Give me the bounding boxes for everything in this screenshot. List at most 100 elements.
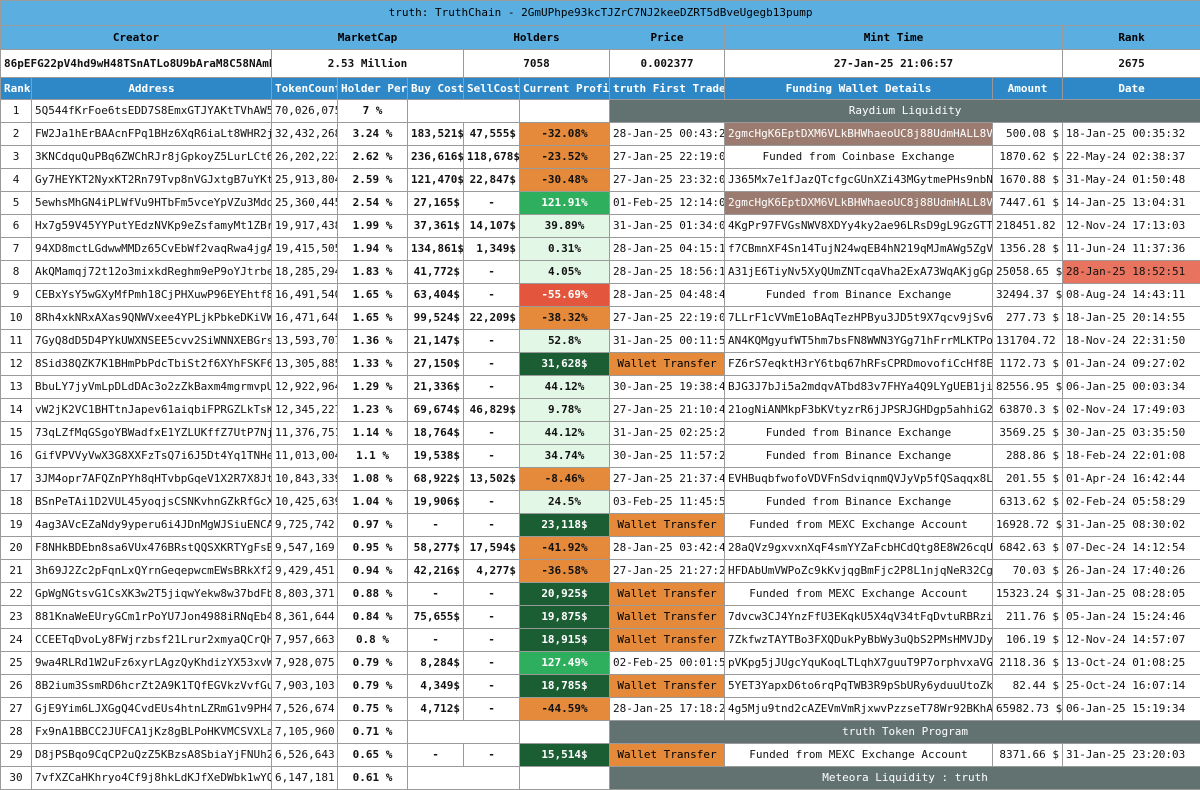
rank-cell: 24: [1, 629, 32, 652]
col-first-trade[interactable]: truth First Trade: [610, 78, 725, 100]
token-count-cell: 9,429,451: [272, 560, 338, 583]
address-cell[interactable]: GifVPVVyVwX3G8XXFzTsQ7i6J5Dt4Yq1TNHec8XL…: [32, 445, 272, 468]
address-cell[interactable]: Hx7g59V45YYPutYEdzNVKp9eZsfamyMt1ZBrTarT…: [32, 215, 272, 238]
col-amount[interactable]: Amount: [993, 78, 1063, 100]
table-row: 33KNCdquQuPBq6ZWChRJr8jGpkoyZ5LurLCt6sNJ…: [1, 146, 1200, 169]
address-cell[interactable]: Gy7HEYKT2NyxKT2Rn79Tvp8nVGJxtgB7uYKtyL3n…: [32, 169, 272, 192]
address-cell[interactable]: 881KnaWeEUryGCm1rPoYU7Jon4988iRNqEb4MRaY…: [32, 606, 272, 629]
col-buy-cost[interactable]: Buy Cost: [408, 78, 464, 100]
address-cell[interactable]: AkQMamqj72t12o3mixkdReghm9eP9oYJtrbevQ1n…: [32, 261, 272, 284]
amount-cell: 277.73 $: [993, 307, 1063, 330]
sell-cost-cell: -: [464, 261, 520, 284]
amount-cell: 16928.72 $: [993, 514, 1063, 537]
address-cell[interactable]: 94XD8mctLGdwwMMDz65CvEbWf2vaqRwa4jgAZTG3…: [32, 238, 272, 261]
holders-value: 7058: [464, 50, 610, 78]
address-cell[interactable]: D8jPSBqo9CqCP2uQzZ5KBzsA8SbiaYjFNUh2ceGo…: [32, 744, 272, 767]
funding-wallet-cell[interactable]: 7ZkfwzTAYTBo3FXQDukPyBbWy3uQbS2PMsHMVJDy…: [725, 629, 993, 652]
table-row: 28Fx9nA1BBCC2JUFCA1jKz8gBLPoHKVMCSVXLaTH…: [1, 721, 1200, 744]
address-cell[interactable]: CCEETqDvoLy8FWjrzbsf21Lrur2xmyaQCrQHJnmj…: [32, 629, 272, 652]
funding-wallet-cell[interactable]: 2gmcHgK6EptDXM6VLkBHWhaeoUC8j88UdmHALL8V…: [725, 192, 993, 215]
address-cell[interactable]: CEBxYsY5wGXyMfPmh18CjPHXuwP96EYEhtf86nek…: [32, 284, 272, 307]
date-cell: 11-Jun-24 11:37:36: [1063, 238, 1200, 261]
funding-wallet-cell[interactable]: BJG3J7bJi5a2mdqvATbd83v7FHYa4Q9LYgUEB1ji…: [725, 376, 993, 399]
col-date[interactable]: Date: [1063, 78, 1200, 100]
address-cell[interactable]: 3KNCdquQuPBq6ZWChRJr8jGpkoyZ5LurLCt6sNJ3…: [32, 146, 272, 169]
current-profit-cell: 23,118$: [520, 514, 610, 537]
date-cell: 28-Jan-25 18:52:51: [1063, 261, 1200, 284]
address-cell[interactable]: 5ewhsMhGN4iPLWfVu9HTbFm5vceYpVZu3MdqcLtc…: [32, 192, 272, 215]
rank-cell: 17: [1, 468, 32, 491]
address-cell[interactable]: FW2Ja1hErBAAcnFPq1BHz6XqR6iaLt8WHR2jGtRH…: [32, 123, 272, 146]
address-cell[interactable]: 5Q544fKrFoe6tsEDD7S8EmxGTJYAKtTVhAW5Q5pg…: [32, 100, 272, 123]
col-funding-wallet[interactable]: Funding Wallet Details: [725, 78, 993, 100]
address-cell[interactable]: 8Rh4xkNRxAXas9QNWVxee4YPLjkPbkeDKiVWozxz…: [32, 307, 272, 330]
first-trade-cell: Wallet Transfer: [610, 629, 725, 652]
address-cell[interactable]: Fx9nA1BBCC2JUFCA1jKz8gBLPoHKVMCSVXLaTHGi…: [32, 721, 272, 744]
table-row: 173JM4opr7AFQZnPYh8qHTvbpGqeV1X2R7X8JtKC…: [1, 468, 1200, 491]
funding-wallet-cell[interactable]: 2gmcHgK6EptDXM6VLkBHWhaeoUC8j88UdmHALL8V…: [725, 123, 993, 146]
funding-wallet-cell[interactable]: f7CBmnXF4Sn14TujN24wqEB4hN219qMJmAWg5ZgV…: [725, 238, 993, 261]
creator-value[interactable]: 86pEFG22pV4hd9wH48TSnATLo8U9bAraM8C58NAm…: [1, 50, 272, 78]
address-cell[interactable]: BSnPeTAi1D2VUL45yoqjsCSNKvhnGZkRfGcXvMEU…: [32, 491, 272, 514]
rank-cell: 25: [1, 652, 32, 675]
col-holder-perc[interactable]: Holder Perc: [338, 78, 408, 100]
funding-wallet-cell[interactable]: 7dvcw3CJ4YnzFfU3EKqkU5X4qV34tFqDvtuRBRzi…: [725, 606, 993, 629]
sell-cost-cell: 13,502$: [464, 468, 520, 491]
token-count-cell: 12,922,964: [272, 376, 338, 399]
funding-wallet-cell[interactable]: pVKpg5jJUgcYquKoqLTLqhX7guuT9P7orphvxaVG…: [725, 652, 993, 675]
amount-cell: 70.03 $: [993, 560, 1063, 583]
address-cell[interactable]: F8NHkBDEbn8sa6VUx476BRstQQSXKRTYgFsB2fCV…: [32, 537, 272, 560]
funding-wallet-cell[interactable]: 4KgPr97FVGsNWV8XDYy4ky2ae96LRsD9gL9GzGTT…: [725, 215, 993, 238]
address-cell[interactable]: 7vfXZCaHKhryo4Cf9j8hkLdKJfXeDWbk1wYQY36W…: [32, 767, 272, 790]
rank-cell: 29: [1, 744, 32, 767]
first-trade-cell: 28-Jan-25 03:42:46: [610, 537, 725, 560]
rank-cell: 2: [1, 123, 32, 146]
funding-wallet-cell[interactable]: A31jE6TiyNv5XyQUmZNTcqaVha2ExA73WqAKjgGp…: [725, 261, 993, 284]
holder-perc-cell: 0.97 %: [338, 514, 408, 537]
funding-wallet-cell[interactable]: J365Mx7e1fJazQTcfgcGUnXZi43MGytmePHs9nbN…: [725, 169, 993, 192]
buy-cost-cell: 4,349$: [408, 675, 464, 698]
address-cell[interactable]: vW2jK2VC1BHTtnJapev61aiqbiFPRGZLkTsKsN6A…: [32, 399, 272, 422]
table-row: 307vfXZCaHKhryo4Cf9j8hkLdKJfXeDWbk1wYQY3…: [1, 767, 1200, 790]
funding-wallet-cell[interactable]: 7LLrF1cVVmE1oBAqTezHPByu3JD5t9X7qcv9jSv6…: [725, 307, 993, 330]
col-address[interactable]: Address: [32, 78, 272, 100]
col-sell-cost[interactable]: SellCost: [464, 78, 520, 100]
current-profit-cell: 121.91%: [520, 192, 610, 215]
address-cell[interactable]: GpWgNGtsvG1CsXK3w2T5jiqwYekw8w37bdFbhyPg…: [32, 583, 272, 606]
table-row: 55ewhsMhGN4iPLWfVu9HTbFm5vceYpVZu3MdqcLt…: [1, 192, 1200, 215]
rank-header: Rank: [1063, 26, 1200, 50]
funding-wallet-cell[interactable]: FZ6rS7eqktH3rY6tbq67hRFsCPRDmovofiCcHf8E…: [725, 353, 993, 376]
holder-perc-cell: 0.65 %: [338, 744, 408, 767]
address-cell[interactable]: 7GyQ8dD5D4PYkUWXNSEE5cvv2SiWNNXEBGrsmxH4…: [32, 330, 272, 353]
address-cell[interactable]: 8B2ium3SsmRD6hcrZt2A9K1TQfEGVkzVvfGufg9G…: [32, 675, 272, 698]
first-trade-cell: 01-Feb-25 12:14:05: [610, 192, 725, 215]
funding-wallet-cell[interactable]: HFDAbUmVWPoZc9kKvjqgBmFjc2P8L1njqNeR32Cg…: [725, 560, 993, 583]
address-cell[interactable]: 8Sid38QZK7K1BHmPbPdcTbiSt2f6XYhFSKF6EPUg…: [32, 353, 272, 376]
rank-cell: 5: [1, 192, 32, 215]
empty-cell: [408, 100, 520, 123]
address-cell[interactable]: BbuLY7jyVmLpDLdDAc3o2zZkBaxm4mgrmvpUV9XE…: [32, 376, 272, 399]
address-cell[interactable]: GjE9Yim6LJXGgQ4CvdEUs4htnLZRmG1v9PH4oTH3…: [32, 698, 272, 721]
amount-cell: 6313.62 $: [993, 491, 1063, 514]
address-cell[interactable]: 3JM4opr7AFQZnPYh8qHTvbpGqeV1X2R7X8JtKCEX…: [32, 468, 272, 491]
funding-wallet-cell[interactable]: AN4KQMgyufWT5hm7bsFN8WWN3YGg71hFrrMLKTPo…: [725, 330, 993, 353]
sell-cost-cell: -: [464, 284, 520, 307]
funding-wallet-cell[interactable]: 21ogNiANMkpF3bKVtyzrR6jJPSRJGHDgp5ahhiG2…: [725, 399, 993, 422]
sell-cost-cell: -: [464, 652, 520, 675]
marketcap-value: 2.53 Million: [272, 50, 464, 78]
funding-wallet-cell[interactable]: 5YET3YapxD6to6rqPqTWB3R9pSbURy6yduuUtoZk…: [725, 675, 993, 698]
address-cell[interactable]: 73qLZfMqGSgoYBWadfxE1YZLUKffZ7UtP7NjvcWb…: [32, 422, 272, 445]
rank-cell: 3: [1, 146, 32, 169]
token-count-cell: 18,285,294: [272, 261, 338, 284]
col-token-count[interactable]: TokenCount: [272, 78, 338, 100]
col-current-profit[interactable]: Current Profit: [520, 78, 610, 100]
funding-wallet-cell[interactable]: EVHBuqbfwofoVDVFnSdviqnmQVJyVp5fQSaqqx8L…: [725, 468, 993, 491]
token-count-cell: 9,725,742: [272, 514, 338, 537]
address-cell[interactable]: 4ag3AVcEZaNdy9yperu6i4JDnMgWJSiuENCAwCe7…: [32, 514, 272, 537]
amount-cell: 288.86 $: [993, 445, 1063, 468]
address-cell[interactable]: 9wa4RLRd1W2uFz6xyrLAgzQyKhdizYX53xvWJ46G…: [32, 652, 272, 675]
address-cell[interactable]: 3h69J2Zc2pFqnLxQYrnGeqepwcmEWsBRkXf2hEfF…: [32, 560, 272, 583]
funding-wallet-cell[interactable]: 4g5Mju9tnd2cAZEVmVmRjxwvPzzseT78Wr92BKhA…: [725, 698, 993, 721]
funding-wallet-cell[interactable]: 28aQVz9gxvxnXqF4smYYZaFcbHCdQtg8E8W26cqU…: [725, 537, 993, 560]
col-rank[interactable]: Rank: [1, 78, 32, 100]
